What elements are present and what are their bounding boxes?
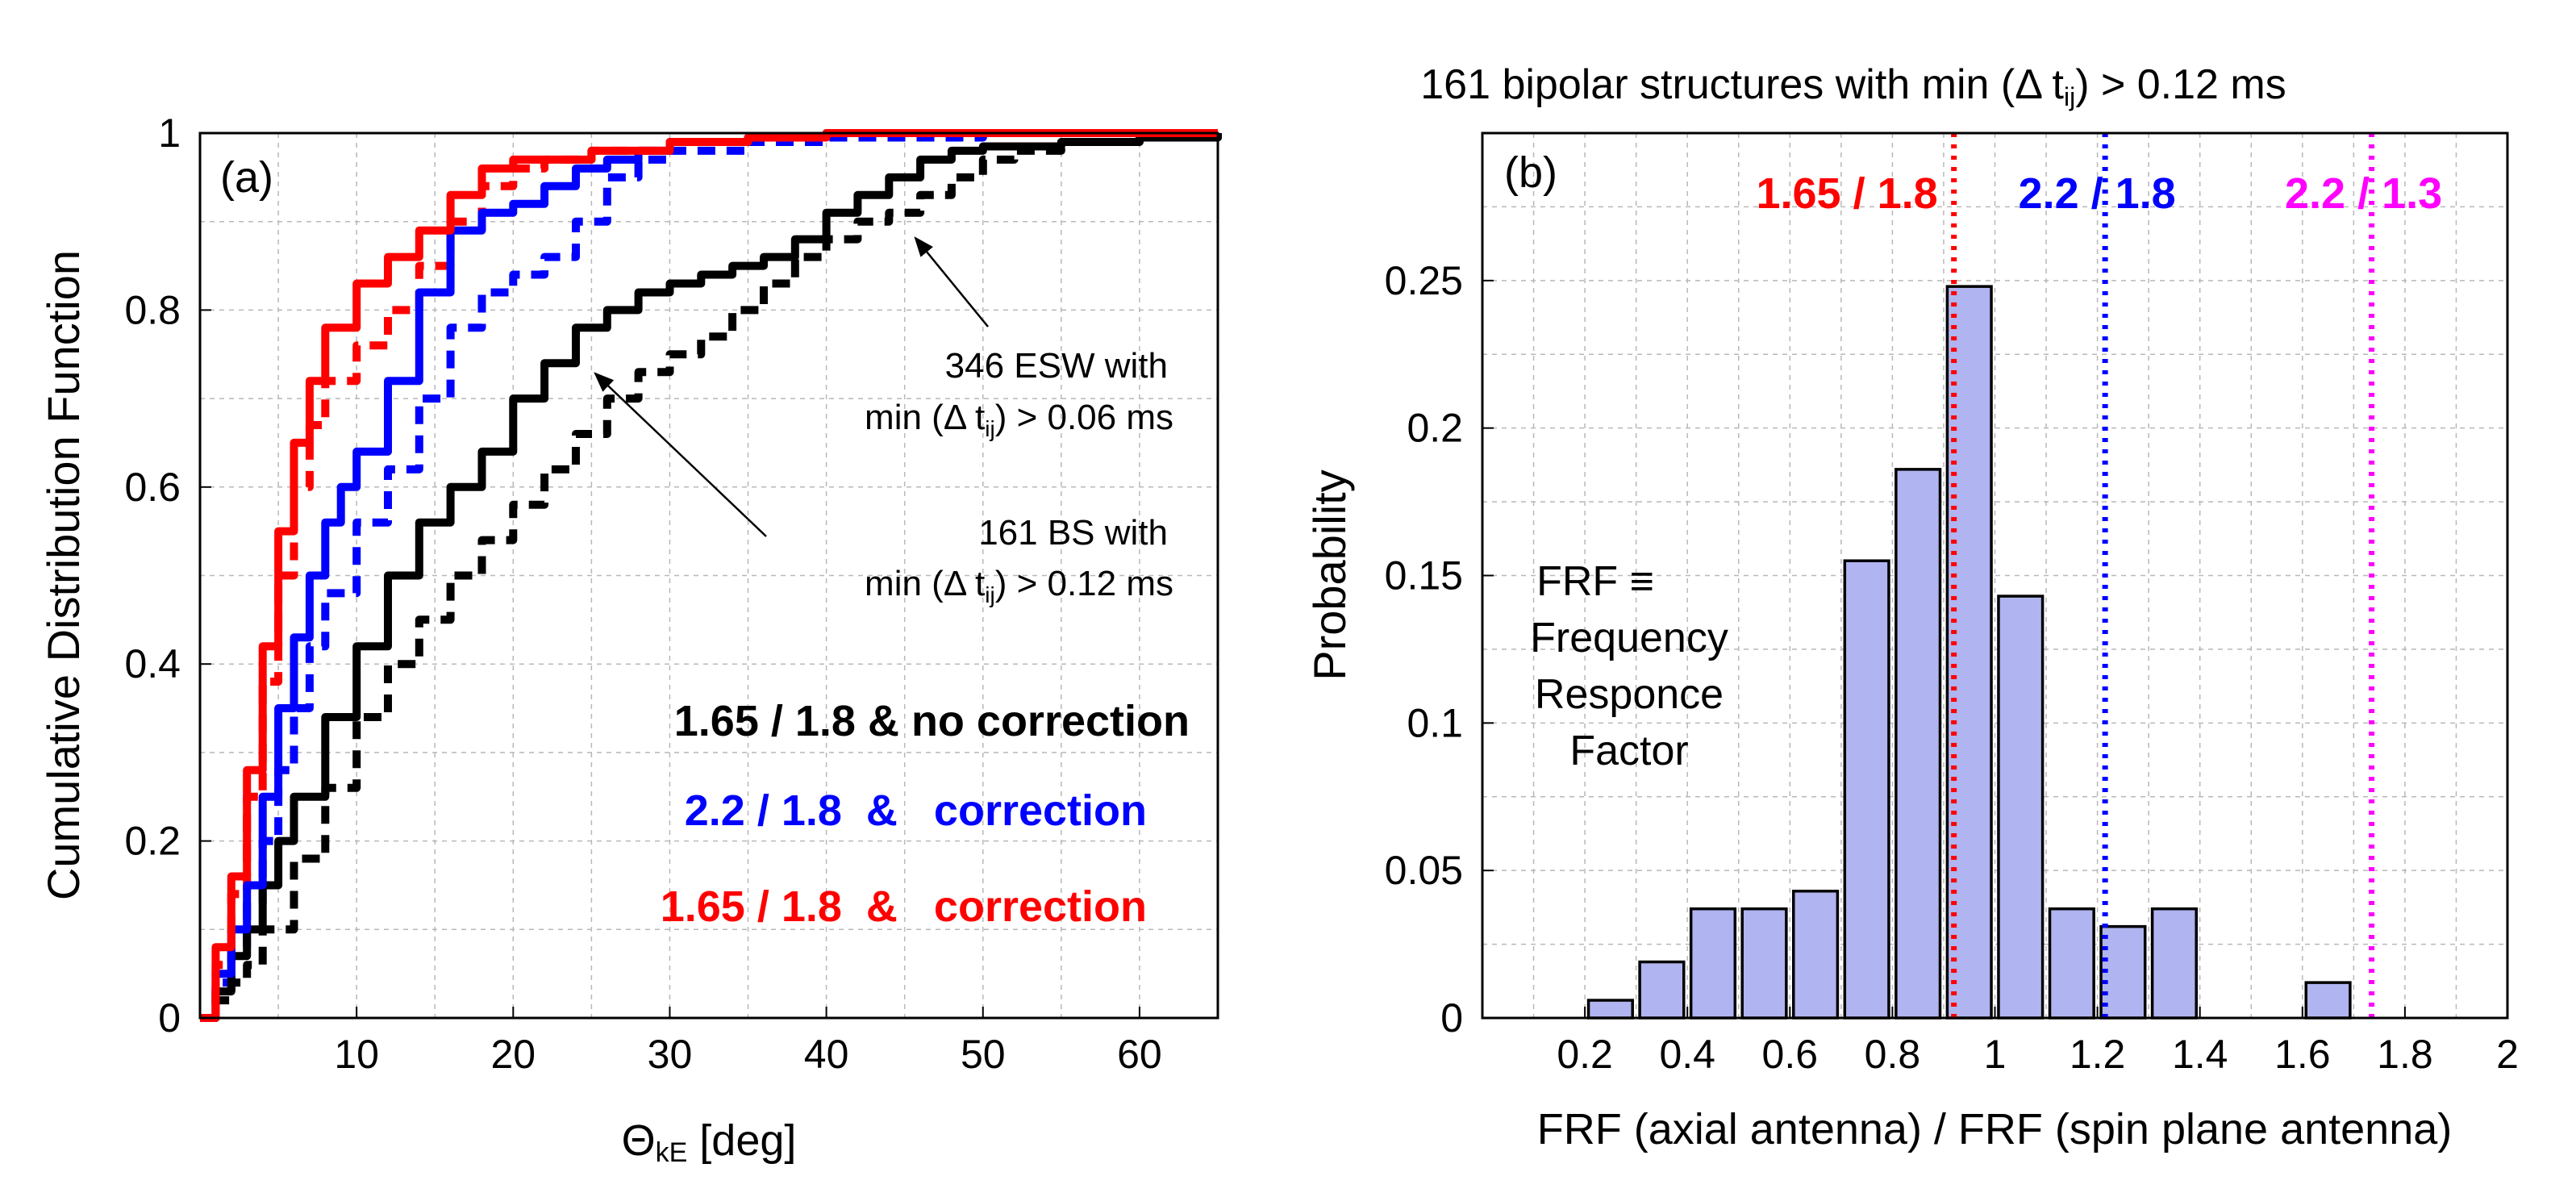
legend-black: 1.65 / 1.8 & no correction bbox=[674, 697, 1190, 745]
panel-b-xtick-label: 1.6 bbox=[2274, 1032, 2331, 1077]
legend-red: 1.65 / 1.8 & correction bbox=[661, 882, 1147, 931]
panel-a-ylabel: Cumulative Distribution Function bbox=[38, 250, 89, 900]
panel-b-ticks: 0.2 0.4 0.6 0.8 1 1.2 1.4 1.6 1.8 2 0 0.05 0.1 0.15 0.… bbox=[1385, 258, 2519, 1077]
panel-b-xtick-label: 0.2 bbox=[1557, 1032, 1613, 1077]
histogram-bar bbox=[1586, 999, 1634, 1020]
panel-b-label: (b) bbox=[1504, 148, 1557, 197]
frf-annotation-line3: Responce bbox=[1535, 671, 1724, 718]
panel-b-xtick-label: 1 bbox=[1984, 1032, 2007, 1077]
annotation-bs-arrow bbox=[594, 372, 767, 537]
frf-annotation-line1: FRF ≡ bbox=[1536, 558, 1654, 605]
panel-a-ytick-label: 0.6 bbox=[124, 465, 181, 510]
panel-b-vlines: 1.65 / 1.8 2.2 / 1.8 2.2 / 1.3 bbox=[1756, 133, 2442, 1018]
panel-a-xtick-label: 20 bbox=[490, 1032, 536, 1077]
panel-b-ytick-label: 0.15 bbox=[1385, 553, 1463, 599]
panel-b-ytick-label: 0 bbox=[1440, 995, 1463, 1041]
frf-annotation-line4: Factor bbox=[1569, 728, 1688, 774]
panel-a-frame bbox=[198, 131, 1219, 1020]
histogram-bar bbox=[1997, 594, 2045, 1020]
panel-a-xlabel: ΘkE [deg] bbox=[622, 1116, 797, 1168]
frf-annotation-line2: Frequency bbox=[1530, 615, 1728, 661]
annotation-esw-arrow bbox=[914, 236, 989, 327]
panel-a-xtick-label: 60 bbox=[1117, 1032, 1162, 1077]
annotation-bs-line1: 161 BS with bbox=[978, 513, 1168, 553]
histogram-bar bbox=[1894, 468, 1942, 1020]
panel-a-series bbox=[200, 129, 1222, 1022]
panel-a-ytick-label: 0.4 bbox=[124, 641, 181, 686]
panel-a-xtick-label: 40 bbox=[804, 1032, 849, 1077]
panel-a-ytick-label: 0.2 bbox=[124, 819, 181, 864]
series-line-346-esw-no-correction bbox=[200, 133, 1222, 1022]
histogram-bar bbox=[1945, 285, 1993, 1020]
panel-b-histogram: 161 bipolar structures with min (Δ tij) … bbox=[1304, 61, 2519, 1153]
panel-b-bars bbox=[1586, 285, 2352, 1020]
histogram-bar bbox=[1689, 907, 1737, 1020]
panel-b-ylabel: Probability bbox=[1304, 469, 1355, 680]
panel-a-label: (a) bbox=[220, 153, 273, 202]
panel-b-xtick-label: 0.4 bbox=[1659, 1032, 1715, 1077]
histogram-bar bbox=[1843, 559, 1890, 1020]
histogram-bar bbox=[2150, 907, 2199, 1020]
panel-a-ytick-label: 1 bbox=[158, 111, 181, 156]
panel-a-ytick-label: 0 bbox=[158, 995, 181, 1041]
series-line-161-bs-no-correction bbox=[200, 133, 1222, 1022]
panel-b-ytick-label: 0.2 bbox=[1407, 406, 1463, 451]
annotation-esw-line2: min (Δ tij) > 0.06 ms bbox=[865, 398, 1173, 441]
annotation-bs: 161 BS with min (Δ tij) > 0.12 ms bbox=[594, 372, 1173, 607]
legend-blue: 2.2 / 1.8 & correction bbox=[685, 786, 1147, 835]
vline-label-2: 2.2 / 1.3 bbox=[2285, 169, 2442, 218]
panel-b-ytick-label: 0.1 bbox=[1407, 700, 1463, 745]
panel-b-title: 161 bipolar structures with min (Δ tij) … bbox=[1420, 61, 2286, 111]
panel-a-xtick-label: 10 bbox=[334, 1032, 379, 1077]
panel-b-xtick-label: 1.8 bbox=[2377, 1032, 2433, 1077]
histogram-bar bbox=[1791, 890, 1840, 1020]
panel-b-ytick-label: 0.05 bbox=[1385, 848, 1463, 893]
annotation-esw-line1: 346 ESW with bbox=[945, 346, 1168, 386]
vline-label-1: 2.2 / 1.8 bbox=[2019, 169, 2176, 218]
vline-label-0: 1.65 / 1.8 bbox=[1756, 169, 1937, 218]
histogram-bar bbox=[1638, 960, 1686, 1020]
panel-b-ytick-label: 0.25 bbox=[1385, 258, 1463, 303]
panel-b-xtick-label: 2 bbox=[2496, 1032, 2519, 1077]
frf-annotation: FRF ≡ Frequency Responce Factor bbox=[1530, 558, 1728, 774]
histogram-bar bbox=[1740, 907, 1788, 1020]
histogram-bar bbox=[2099, 924, 2147, 1020]
panel-b-xtick-label: 1.4 bbox=[2172, 1032, 2228, 1077]
panel-a-ticks: 10 20 30 40 50 60 0 0.2 0.4 0.6 0.8 1 bbox=[124, 111, 1161, 1077]
histogram-bar bbox=[2048, 907, 2095, 1020]
annotation-esw: 346 ESW with min (Δ tij) > 0.06 ms bbox=[865, 236, 1173, 441]
panel-b-xtick-label: 0.8 bbox=[1865, 1032, 1921, 1077]
histogram-bar bbox=[2304, 981, 2352, 1020]
panel-a-xtick-label: 30 bbox=[648, 1032, 693, 1077]
panel-b-xlabel: FRF (axial antenna) / FRF (spin plane an… bbox=[1537, 1105, 2453, 1153]
series-line-346-esw-correction-1-65-1-8 bbox=[200, 129, 1218, 1022]
panel-a-ytick-label: 0.8 bbox=[124, 287, 181, 332]
annotation-bs-line2: min (Δ tij) > 0.12 ms bbox=[865, 564, 1173, 607]
panel-b-xtick-label: 1.2 bbox=[2070, 1032, 2126, 1077]
panel-b-grid bbox=[1482, 133, 2507, 1018]
panel-b-xtick-label: 0.6 bbox=[1762, 1032, 1819, 1077]
panel-a-cdf-chart: 10 20 30 40 50 60 0 0.2 0.4 0.6 0.8 1 (a) Cumulativ… bbox=[38, 111, 1222, 1168]
panel-a-xtick-label: 50 bbox=[961, 1032, 1006, 1077]
